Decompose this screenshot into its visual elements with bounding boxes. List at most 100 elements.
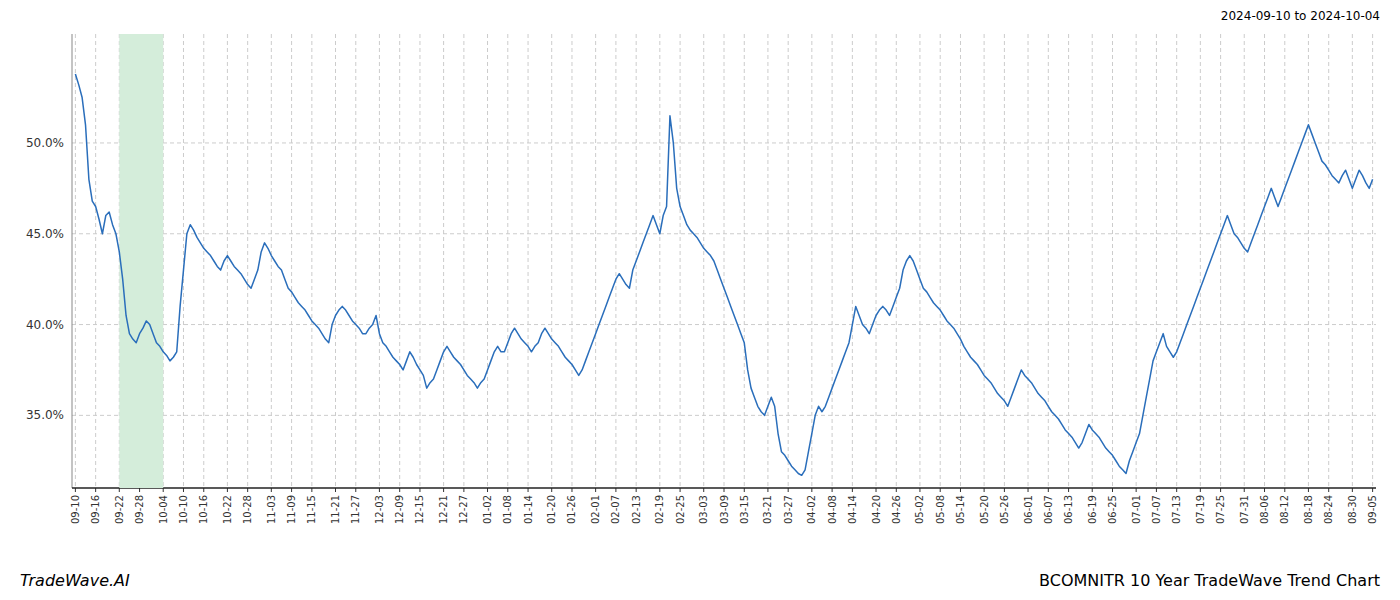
y-tick-label: 40.0% <box>26 318 64 332</box>
x-tick-label: 03-27 <box>783 495 794 524</box>
x-tick-label: 05-14 <box>955 495 966 524</box>
x-tick-label: 11-09 <box>286 495 297 524</box>
x-tick-label: 02-07 <box>610 495 621 524</box>
x-grid-line <box>1220 34 1221 488</box>
x-tick-label: 02-13 <box>631 495 642 524</box>
x-grid-line <box>876 34 877 488</box>
x-tick-label: 06-19 <box>1087 495 1098 524</box>
x-grid-line <box>75 34 76 488</box>
x-grid-line <box>1308 34 1309 488</box>
x-tick-label: 07-01 <box>1131 495 1142 524</box>
x-grid-line <box>703 34 704 488</box>
annotation: TradeWave.AI <box>20 571 130 590</box>
x-tick-label: 07-07 <box>1151 495 1162 524</box>
x-tick-label: 12-15 <box>414 495 425 524</box>
x-grid-line <box>571 34 572 488</box>
x-grid-line <box>960 34 961 488</box>
y-axis-line <box>72 34 73 488</box>
x-grid-line <box>1004 34 1005 488</box>
x-tick-label: 01-02 <box>482 495 493 524</box>
x-tick-label: 02-25 <box>675 495 686 524</box>
x-axis-line <box>72 487 1376 489</box>
x-grid-line <box>1244 34 1245 488</box>
y-tick-label: 50.0% <box>26 136 64 150</box>
title: BCOMNITR 10 Year TradeWave Trend Chart <box>1039 571 1380 590</box>
x-tick-label: 11-15 <box>306 495 317 524</box>
data-line <box>75 74 1372 475</box>
x-tick-label: 01-26 <box>566 495 577 524</box>
x-tick-label: 08-06 <box>1259 495 1270 524</box>
x-tick-label: 09-05 <box>1367 495 1378 524</box>
x-grid-line <box>1092 34 1093 488</box>
x-tick-label: 04-02 <box>806 495 817 524</box>
x-tick-label: 09-10 <box>70 495 81 524</box>
x-grid-line <box>463 34 464 488</box>
y-tick-label: 35.0% <box>26 408 64 422</box>
x-grid-line <box>1068 34 1069 488</box>
x-grid-line <box>1028 34 1029 488</box>
x-tick-label: 01-20 <box>546 495 557 524</box>
x-grid-line <box>95 34 96 488</box>
x-tick-label: 09-28 <box>134 495 145 524</box>
x-tick-label: 02-01 <box>590 495 601 524</box>
highlight-span <box>119 34 163 488</box>
x-grid-line <box>811 34 812 488</box>
x-grid-line <box>379 34 380 488</box>
x-tick-label: 03-21 <box>762 495 773 524</box>
x-grid-line <box>724 34 725 488</box>
x-grid-line <box>1284 34 1285 488</box>
x-tick-label: 06-07 <box>1043 495 1054 524</box>
x-tick-label: 04-08 <box>827 495 838 524</box>
grid <box>72 34 1376 488</box>
x-grid-line <box>1264 34 1265 488</box>
x-tick-label: 11-03 <box>266 495 277 524</box>
x-tick-label: 05-08 <box>935 495 946 524</box>
x-grid-line <box>1328 34 1329 488</box>
x-grid-line <box>203 34 204 488</box>
x-tick-label: 08-12 <box>1279 495 1290 524</box>
x-tick-label: 12-27 <box>458 495 469 524</box>
x-tick-label: 07-31 <box>1239 495 1250 524</box>
chart: 35.0%40.0%45.0%50.0%09-1009-1609-2209-28… <box>0 0 1400 600</box>
x-tick-label: 02-19 <box>654 495 665 524</box>
x-tick-label: 06-13 <box>1063 495 1074 524</box>
x-tick-label: 11-21 <box>330 495 341 524</box>
x-tick-label: 09-16 <box>90 495 101 524</box>
x-tick-label: 05-02 <box>914 495 925 524</box>
x-grid-line <box>680 34 681 488</box>
x-grid-line <box>227 34 228 488</box>
x-tick-label: 03-15 <box>739 495 750 524</box>
x-grid-line <box>1352 34 1353 488</box>
x-tick-label: 12-03 <box>374 495 385 524</box>
y-tick-label: 45.0% <box>26 227 64 241</box>
x-tick-label: 12-21 <box>438 495 449 524</box>
x-grid-line <box>487 34 488 488</box>
x-grid-line <box>896 34 897 488</box>
x-grid-line <box>659 34 660 488</box>
x-grid-line <box>940 34 941 488</box>
x-tick-label: 01-08 <box>502 495 513 524</box>
x-tick-label: 10-28 <box>242 495 253 524</box>
x-tick-label: 04-14 <box>847 495 858 524</box>
x-tick-label: 05-26 <box>999 495 1010 524</box>
x-tick-label: 08-24 <box>1323 495 1334 524</box>
x-tick-label: 11-27 <box>350 495 361 524</box>
x-tick-label: 05-20 <box>979 495 990 524</box>
x-grid-line <box>247 34 248 488</box>
x-grid-line <box>984 34 985 488</box>
x-tick-label: 10-16 <box>198 495 209 524</box>
x-tick-label: 12-09 <box>394 495 405 524</box>
x-grid-line <box>595 34 596 488</box>
x-grid-line <box>1200 34 1201 488</box>
x-grid-line <box>744 34 745 488</box>
x-tick-label: 07-25 <box>1215 495 1226 524</box>
x-grid-line <box>443 34 444 488</box>
x-grid-line <box>788 34 789 488</box>
x-tick-label: 03-03 <box>698 495 709 524</box>
x-grid-line <box>852 34 853 488</box>
x-grid-line <box>528 34 529 488</box>
axes: 35.0%40.0%45.0%50.0%09-1009-1609-2209-28… <box>26 34 1378 524</box>
plot-area <box>75 34 1372 488</box>
x-grid-line <box>1372 34 1373 488</box>
x-grid-line <box>767 34 768 488</box>
